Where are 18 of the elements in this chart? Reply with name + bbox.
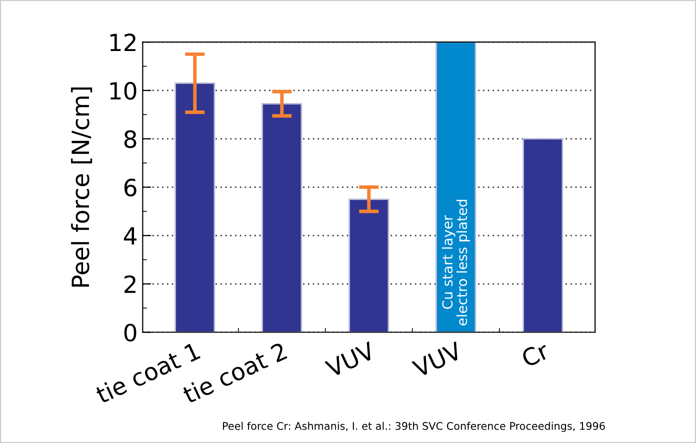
y-tick-label: 8: [124, 130, 136, 148]
y-tick-label: 10: [110, 82, 136, 100]
bar: [174, 82, 216, 332]
bar: [522, 138, 564, 332]
annotation: Cu start layer electro less plated: [442, 200, 470, 326]
y-tick-label: 0: [124, 324, 136, 342]
bar: [436, 42, 476, 332]
y-tick-label: 12: [110, 34, 136, 52]
y-tick-label: 6: [124, 178, 136, 196]
text: Peel force Cr: Ashmanis, I. et al.: 39th SVC Conference Proceedings, 1996: [223, 422, 605, 432]
bar: [262, 103, 302, 332]
y-tick-label: 2: [124, 275, 136, 293]
y-axis-title: Peel force [N/cm]: [71, 87, 92, 287]
bar: [348, 198, 390, 332]
x-tick-label: Cr: [520, 340, 551, 368]
x-tick-label: VUV: [411, 341, 464, 378]
x-tick-label: VUV: [324, 341, 376, 378]
y-tick-label: 4: [124, 227, 136, 244]
